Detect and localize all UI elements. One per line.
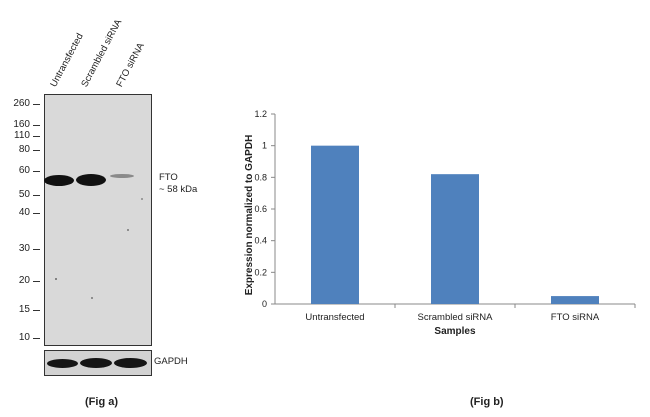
x-tick-label: Untransfected (305, 312, 364, 323)
fto-band-fto-sirna (110, 174, 134, 178)
y-tick-label: 0.2 (254, 267, 267, 277)
fto-band-untransfected (44, 175, 74, 186)
bar-0 (311, 145, 359, 304)
y-tick-label: 0 (262, 299, 267, 309)
gapdh-blot (44, 350, 152, 376)
x-tick-label: Scrambled siRNA (418, 312, 494, 323)
bar-2 (551, 296, 599, 304)
fig-a-caption: (Fig a) (85, 396, 118, 408)
y-tick-label: 0.6 (254, 204, 267, 214)
gapdh-band-3 (114, 358, 147, 368)
y-tick-label: 0.4 (254, 236, 267, 246)
fto-band-scrambled (76, 174, 106, 186)
gapdh-label: GAPDH (154, 356, 188, 367)
x-tick-label: FTO siRNA (551, 312, 600, 323)
y-tick-label: 1 (262, 141, 267, 151)
lane-label-fto-sirna: FTO siRNA (114, 41, 147, 89)
gapdh-band-2 (80, 358, 112, 368)
blot-membrane (44, 94, 152, 346)
y-tick-label: 0.8 (254, 172, 267, 182)
gapdh-band-1 (47, 359, 78, 368)
bar-1 (431, 174, 479, 304)
fto-size-label: ~ 58 kDa (159, 184, 198, 195)
fto-band-label: FTO (159, 172, 178, 183)
x-axis-title: Samples (434, 326, 476, 337)
fig-b-caption: (Fig b) (470, 396, 504, 408)
y-tick-label: 1.2 (254, 109, 267, 119)
bar-chart: 0 0.2 0.4 0.6 0.8 1 1.2 Untransfected Scrambled … (244, 109, 636, 337)
y-axis-title: Expression normalized to GAPDH (244, 135, 255, 296)
